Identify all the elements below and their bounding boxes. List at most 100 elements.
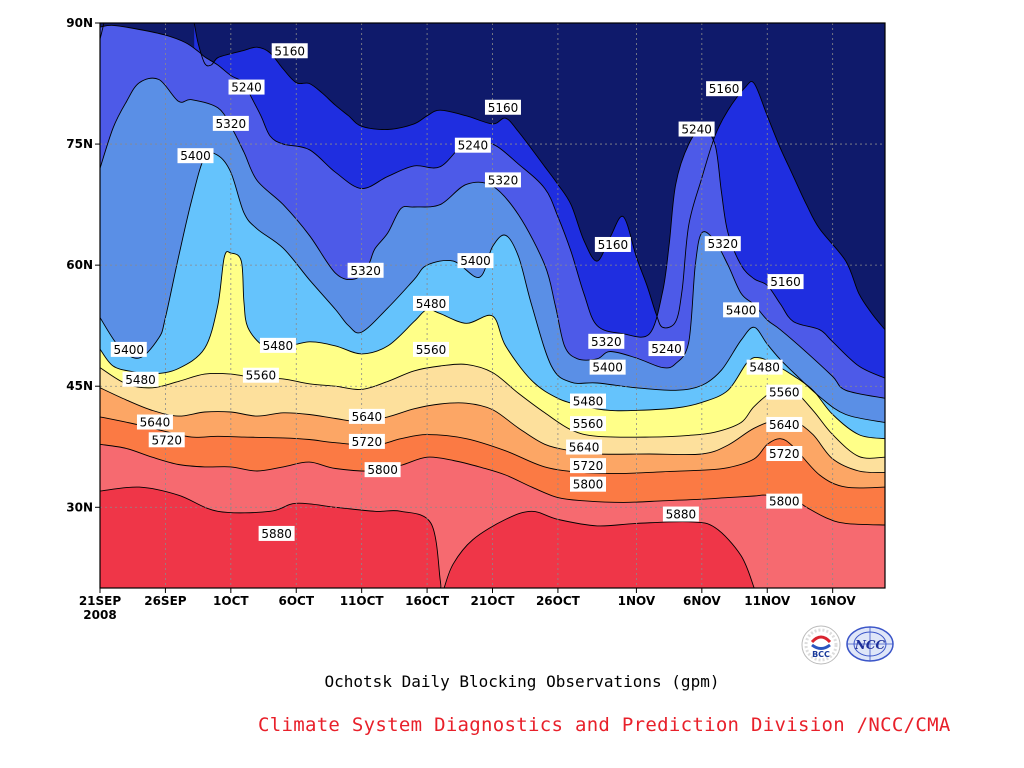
contour-label-text: 5560	[246, 369, 277, 383]
contour-label-text: 5480	[125, 373, 156, 387]
contour-line-5720	[100, 416, 885, 489]
y-tick-label: 75N	[66, 137, 93, 151]
contour-label-bg	[364, 462, 401, 478]
contour-label-text: 5640	[569, 441, 600, 455]
svg-text:NCC: NCC	[854, 638, 886, 652]
contour-label: 5720	[348, 433, 385, 449]
contour-label: 5320	[588, 333, 625, 349]
contour-label-bg	[566, 439, 603, 455]
contour-label-text: 5560	[769, 386, 800, 400]
x-tick-label: 16NOV	[810, 594, 857, 608]
contour-label-bg	[767, 274, 804, 290]
contour-label-bg	[228, 79, 265, 95]
contour-label-bg	[570, 458, 607, 474]
contour-label-text: 5320	[216, 117, 247, 131]
figure-credit: Climate System Diagnostics and Predictio…	[258, 714, 951, 736]
contour-label-text: 5800	[573, 478, 604, 492]
contour-label-bg	[766, 446, 803, 462]
contour-label-text: 5720	[151, 433, 182, 447]
contour-label-bg	[704, 236, 741, 252]
contour-label-text: 5160	[709, 82, 740, 96]
contour-label-text: 5240	[681, 123, 712, 137]
contour-label-bg	[110, 341, 147, 357]
contour-label: 5560	[413, 341, 450, 357]
contour-label-bg	[766, 416, 803, 432]
contour-label: 5400	[110, 341, 147, 357]
contour-label: 5480	[570, 393, 607, 409]
contour-label-bg	[678, 121, 715, 137]
contour-label: 5560	[766, 384, 803, 400]
x-tick-sublabel: 2008	[83, 608, 116, 622]
contour-label: 5800	[570, 476, 607, 492]
x-tick-label: 16OCT	[405, 594, 450, 608]
contour-label-text: 5480	[263, 339, 294, 353]
contour-label-text: 5400	[180, 149, 211, 163]
contour-label-bg	[413, 295, 450, 311]
contour-label-text: 5800	[367, 463, 398, 477]
contour-label-bg	[589, 359, 626, 375]
contour-label: 5480	[746, 359, 783, 375]
contour-label-text: 5880	[666, 508, 697, 522]
contour-label-bg	[570, 393, 607, 409]
figure-title: Ochotsk Daily Blocking Observations (gpm…	[324, 672, 720, 691]
contour-label: 5160	[706, 81, 743, 97]
contour-label: 5480	[122, 371, 159, 387]
contour-label-bg	[457, 253, 494, 269]
ncc-logo-mark: NCC	[846, 626, 894, 662]
contour-label: 5720	[766, 446, 803, 462]
contour-label-bg	[570, 416, 607, 432]
contour-label-text: 5240	[651, 342, 682, 356]
contour-label-bg	[454, 137, 491, 153]
contour-label-bg	[594, 236, 631, 252]
contour-label-text: 5720	[769, 447, 800, 461]
grid-lines	[100, 23, 885, 588]
contour-label: 5640	[348, 408, 385, 424]
contour-label: 5400	[589, 359, 626, 375]
contour-label-text: 5160	[770, 275, 801, 289]
contour-label: 5880	[258, 525, 295, 541]
x-tick-label: 6NOV	[683, 594, 721, 608]
contour-label: 5320	[484, 172, 521, 188]
y-tick-label: 90N	[66, 16, 93, 30]
contour-label: 5720	[148, 432, 185, 448]
contour-line-5400	[100, 151, 885, 423]
contour-label: 5800	[364, 462, 401, 478]
contour-label-text: 5720	[573, 459, 604, 473]
contour-label: 5240	[678, 121, 715, 137]
contour-label-bg	[259, 337, 296, 353]
y-tick-label: 60N	[66, 258, 93, 272]
contour-label-bg	[348, 408, 385, 424]
contour-label-text: 5240	[231, 81, 262, 95]
contour-label-bg	[348, 433, 385, 449]
contour-labels: 5160 5240 5320 5400 5160 5240 5320 5160 5240 5320…	[110, 43, 804, 541]
contour-label-text: 5560	[416, 343, 447, 357]
contour-label: 5720	[570, 458, 607, 474]
contour-label-text: 5320	[591, 335, 622, 349]
contour-label: 5800	[766, 493, 803, 509]
contour-label-bg	[177, 148, 214, 164]
contour-label: 5640	[766, 416, 803, 432]
contour-label-bg	[136, 414, 173, 430]
contour-label: 5160	[767, 274, 804, 290]
contour-label-text: 5640	[352, 410, 383, 424]
svg-text:BCC: BCC	[812, 650, 830, 659]
contour-label-bg	[484, 99, 521, 115]
contour-label: 5480	[259, 337, 296, 353]
contour-label-text: 5400	[114, 343, 145, 357]
contour-label-text: 5320	[707, 237, 738, 251]
x-tick-label: 21OCT	[471, 594, 516, 608]
contour-label: 5880	[662, 506, 699, 522]
x-tick-label: 21SEP	[79, 594, 122, 608]
contour-label-text: 5480	[749, 361, 780, 375]
x-tick-label: 26SEP	[144, 594, 187, 608]
contour-label-text: 5640	[140, 416, 171, 430]
contour-label-bg	[148, 432, 185, 448]
contour-label: 5640	[566, 439, 603, 455]
contour-label: 5560	[242, 367, 279, 383]
contour-label: 5320	[347, 262, 384, 278]
contour-label-bg	[662, 506, 699, 522]
contour-label-bg	[706, 81, 743, 97]
contour-label-text: 5240	[458, 139, 489, 153]
x-tick-label: 26OCT	[536, 594, 581, 608]
